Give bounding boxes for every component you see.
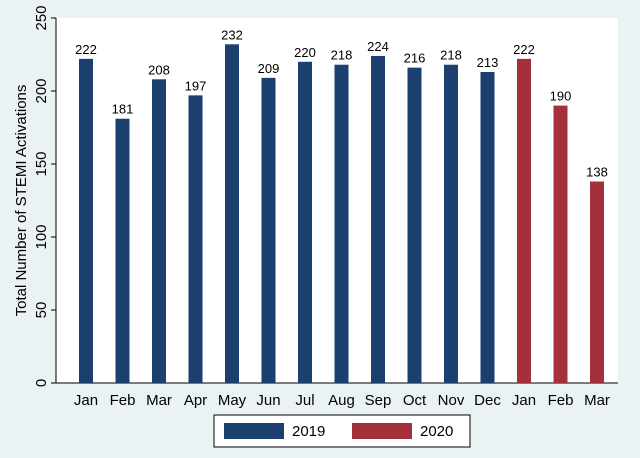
bar-2019-aug [334,64,349,383]
bar-2019-sep [371,55,385,384]
bar-2019-dec [480,72,495,384]
y-axis-title: Total Number of STEMI Activations [13,85,30,317]
x-tick-label: Nov [438,392,465,409]
bar-2019-jun [261,77,276,384]
data-label: 222 [75,42,97,57]
bar-2019-may [225,44,239,383]
x-tick-label: Jan [512,392,536,409]
bar-2019-feb [115,118,130,384]
legend-swatch-2019 [224,423,284,439]
bar-2019-apr [188,95,203,383]
data-label: 209 [258,61,280,76]
bar-2019-jul [298,61,312,384]
data-label: 213 [477,55,499,70]
x-tick-label: Oct [403,392,427,409]
bar-2020-mar [590,181,604,383]
y-tick-label: 0 [33,379,50,387]
data-label: 190 [550,89,572,104]
data-label: 197 [185,78,207,93]
x-tick-label: Jun [256,392,280,409]
x-tick-label: Feb [548,392,574,409]
data-label: 218 [331,48,353,63]
bar-2019-jan [79,58,93,383]
x-tick-label: Dec [474,392,501,409]
data-label: 232 [221,27,243,42]
x-tick-label: Sep [365,392,392,409]
y-tick-label: 150 [33,151,50,176]
x-tick-label: Aug [328,392,355,409]
y-tick-label: 250 [33,5,50,30]
bar-2019-mar [152,79,166,383]
y-tick-label: 50 [33,302,50,319]
x-tick-label: Mar [146,392,172,409]
x-tick-label: Jan [74,392,98,409]
data-label: 220 [294,45,316,60]
x-tick-label: Feb [110,392,136,409]
data-label: 181 [112,102,134,117]
bar-2020-feb [553,105,568,383]
legend-label-2020: 2020 [420,423,453,440]
y-tick-label: 100 [33,224,50,249]
bar-2020-jan [517,58,531,383]
x-tick-label: May [218,392,247,409]
data-label: 216 [404,51,426,66]
bar-2019-nov [444,64,458,383]
x-tick-label: Apr [184,392,207,409]
x-tick-label: Mar [584,392,610,409]
data-label: 222 [513,42,535,57]
data-label: 224 [367,39,389,54]
legend-swatch-2020 [352,423,412,439]
legend-label-2019: 2019 [292,423,325,440]
bar-2019-oct [407,67,422,383]
data-label: 218 [440,48,462,63]
x-tick-label: Jul [295,392,314,409]
y-tick-label: 200 [33,78,50,103]
data-label: 208 [148,62,170,77]
data-label: 138 [586,165,608,180]
